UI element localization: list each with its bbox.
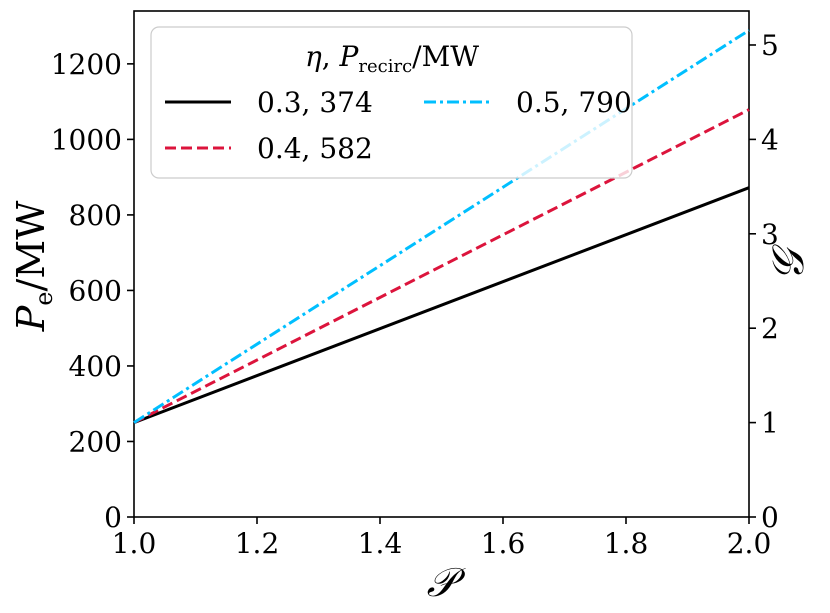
legend-box: [150, 26, 633, 179]
x-axis-ticks: 1.0 1.2 1.4 1.6 1.8 2.0: [112, 517, 772, 560]
legend-entries: 0.3, 374 0.4, 582 0.5, 790: [165, 86, 632, 165]
left-y-label-unit: /MW: [9, 201, 53, 292]
left-y-tick-label: 600: [69, 274, 122, 307]
left-y-tick-label: 800: [69, 199, 122, 232]
series-line-3: [133, 29, 750, 424]
left-y-label-main: P: [9, 304, 53, 332]
left-y-tick-label: 1200: [51, 48, 122, 81]
x-tick-label: 1.0: [112, 527, 157, 560]
x-tick-label: 1.6: [481, 527, 526, 560]
x-tick-label: 1.8: [604, 527, 649, 560]
x-axis-label: 𝒫: [427, 560, 467, 606]
right-y-tick-label: 1: [761, 407, 779, 440]
right-y-tick-label: 2: [761, 312, 779, 345]
left-y-axis-ticks: 0 200 400 600 800 1000 1200: [51, 48, 134, 534]
series-line-2: [133, 108, 750, 424]
left-y-tick-label: 1000: [51, 123, 122, 156]
x-tick-label: 1.4: [358, 527, 403, 560]
series-layer: [133, 29, 750, 425]
right-y-axis-ticks: 0 1 2 3 4 5: [749, 29, 779, 534]
left-y-tick-label: 200: [69, 425, 122, 458]
legend: η, Precirc/MW 0.3, 374 0.4, 582 0.5, 790: [150, 26, 633, 179]
legend-label-1: 0.3, 374: [257, 86, 373, 119]
right-y-tick-label: 4: [761, 123, 779, 156]
right-y-tick-label: 5: [761, 29, 779, 62]
x-tick-label: 1.2: [235, 527, 280, 560]
legend-label-3: 0.5, 790: [516, 86, 632, 119]
left-y-label-sub: e: [30, 292, 58, 306]
series-line-1: [133, 186, 750, 425]
right-y-tick-label: 3: [761, 218, 779, 251]
plot-frame: [133, 10, 750, 518]
left-y-tick-label: 0: [104, 501, 122, 534]
left-y-axis-label: Pe/MW: [9, 201, 58, 333]
legend-label-2: 0.4, 582: [257, 132, 373, 165]
legend-title: η, Precirc/MW: [305, 40, 479, 77]
left-y-tick-label: 400: [69, 350, 122, 383]
right-y-tick-label: 0: [761, 501, 779, 534]
x-tick-label: 2.0: [727, 527, 772, 560]
svg-text:Pe/MW: Pe/MW: [9, 201, 58, 333]
